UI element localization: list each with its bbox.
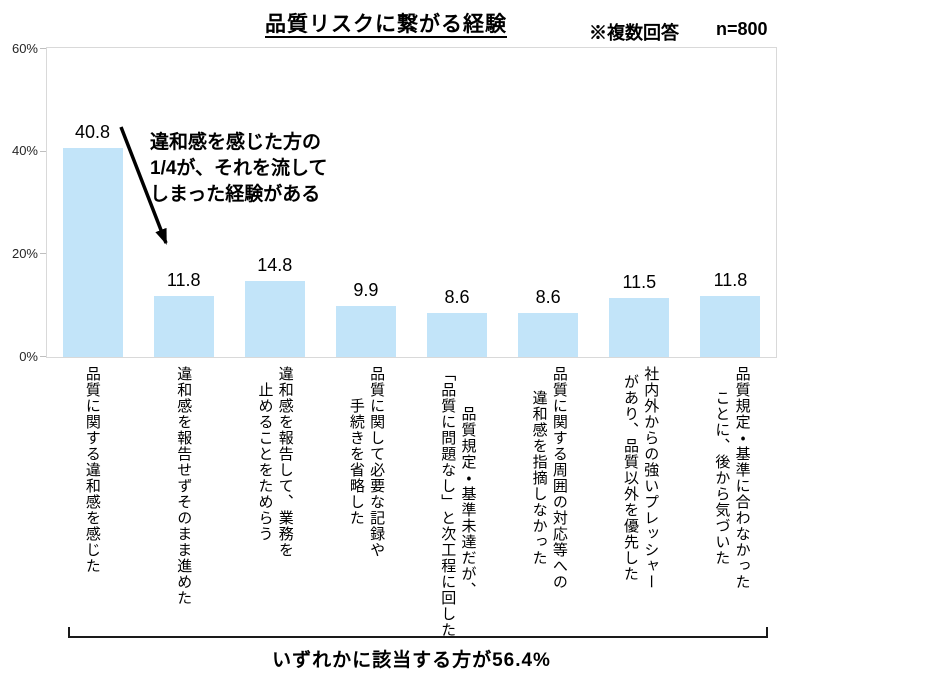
bar: [62, 147, 123, 357]
category-slot: 品質に関する違和感を感じた: [46, 366, 137, 574]
category-label: 違和感を報告して、業務を 止めることをためらう: [256, 366, 294, 558]
plot-area: 40.8 11.8 14.8 9.9 8.6 8.6 11.5 11.8: [46, 47, 777, 358]
bar-value-label: 11.8: [713, 270, 748, 291]
bar: [427, 312, 488, 357]
bar: [518, 312, 579, 357]
summary-text: いずれかに該当する方が56.4%: [272, 650, 551, 671]
y-tick-mark: [40, 48, 46, 49]
y-tick-label: 20%: [11, 245, 38, 261]
summary-bracket: [68, 627, 768, 638]
y-tick-mark: [40, 356, 46, 357]
bar-slot: 8.6: [503, 48, 594, 357]
category-label: 品質に関する周囲の対応等への 違和感を指摘しなかった: [530, 366, 568, 590]
category-slot: 品質に関して必要な記録や 手続きを省略した: [320, 366, 411, 558]
bar: [609, 298, 670, 357]
bar-value-label: 40.8: [75, 121, 111, 142]
category-label: 違和感を報告せずそのまま進めた: [175, 366, 193, 606]
bar: [335, 306, 396, 357]
bar-slot: 11.8: [138, 48, 229, 357]
bar-value-label: 8.6: [444, 286, 470, 307]
bar-slot: 11.5: [594, 48, 685, 357]
category-label: 品質に関する違和感を感じた: [83, 366, 101, 574]
sample-size: n=800: [716, 19, 768, 39]
bar-value-label: 14.8: [257, 255, 293, 276]
y-tick-label: 0%: [19, 348, 38, 364]
chart-title: 品質リスクに繋がる経験: [265, 13, 507, 36]
bar-value-label: 11.5: [622, 271, 657, 292]
bar-value-label: 8.6: [535, 286, 561, 307]
bar-slot: 40.8: [47, 48, 138, 357]
category-slot: 違和感を報告せずそのまま進めた: [137, 366, 228, 606]
category-slot: 品質規定・基準に合わなかった ことに、後から気づいた: [686, 366, 777, 590]
bar-slot: 11.8: [685, 48, 776, 357]
category-slot: 品質に関する周囲の対応等への 違和感を指摘しなかった: [503, 366, 594, 590]
bar-value-label: 11.8: [166, 270, 201, 291]
bar-slot: 8.6: [412, 48, 503, 357]
category-label: 社内外からの強いプレッシャー があり、品質以外を優先した: [621, 366, 660, 590]
y-tick-mark: [40, 253, 46, 255]
bar: [244, 281, 305, 357]
category-label: 品質に関して必要な記録や 手続きを省略した: [347, 366, 386, 558]
y-tick-label: 60%: [11, 40, 38, 56]
bar-value-label: 9.9: [353, 280, 379, 301]
category-label: 品質規定・基準未達だが、 「品質に問題なし」と次工程に回した: [439, 366, 477, 638]
category-row: 品質に関する違和感を感じた 違和感を報告せずそのまま進めた 違和感を報告して、業務を…: [46, 366, 777, 638]
y-tick-label: 40%: [11, 143, 38, 159]
y-tick-mark: [40, 150, 46, 152]
category-slot: 社内外からの強いプレッシャー があり、品質以外を優先した: [594, 366, 685, 590]
bar: [153, 296, 214, 357]
bars-row: 40.8 11.8 14.8 9.9 8.6 8.6 11.5 11.8: [47, 48, 776, 357]
annotation-text: 違和感を感じた方の 1/4が、それを流して しまった経験がある: [150, 132, 328, 205]
bar: [700, 296, 761, 357]
bar-slot: 9.9: [320, 48, 411, 357]
note-multiple-answers: ※複数回答: [589, 23, 679, 43]
bar-slot: 14.8: [229, 48, 320, 357]
category-slot: 違和感を報告して、業務を 止めることをためらう: [229, 366, 320, 558]
category-slot: 品質規定・基準未達だが、 「品質に問題なし」と次工程に回した: [412, 366, 503, 638]
category-label: 品質規定・基準に合わなかった ことに、後から気づいた: [713, 366, 751, 590]
